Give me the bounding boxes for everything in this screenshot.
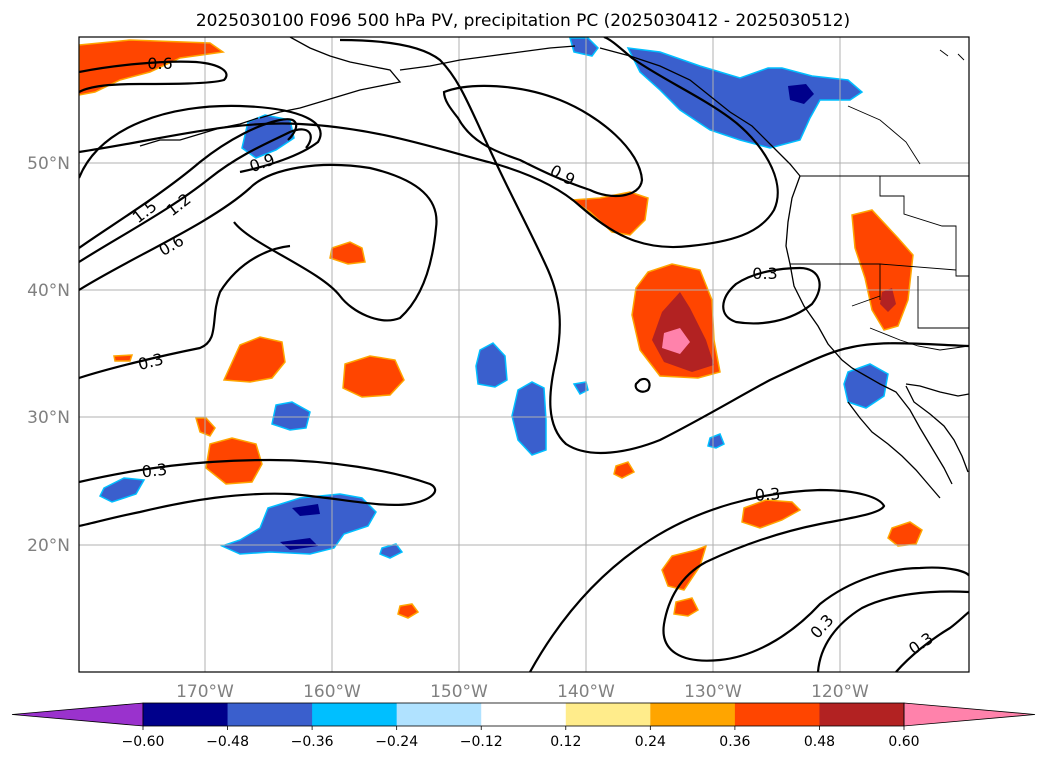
precip-neg-bc-core [788,84,814,104]
contour-0.6-northwest [79,60,228,93]
precip-area-sierra-core [880,288,896,312]
precip-area-l [113,354,134,362]
contour-label: 0.6 [147,54,172,73]
lat-label: 40°N [27,281,70,301]
contour-1.5 [79,118,298,249]
precip-neg-f [271,401,311,431]
precip-area-k [397,603,420,619]
precip-neg-socal [843,363,889,409]
colorbar-segment [227,703,313,726]
latitude-labels: 50°N 40°N 30°N 20°N [27,154,70,556]
precip-area-h [887,521,923,547]
map-panel: 0.6 0.9 1.5 1.2 0.6 0.9 0.3 0.3 0.3 0.3 … [79,37,969,672]
lat-label: 50°N [27,154,70,174]
map-title: 2025030100 F096 500 hPa PV, precipitatio… [196,11,850,31]
colorbar-segment [143,703,229,726]
precip-neg-bc-coast [626,47,864,149]
colorbar-extend-min [11,702,144,727]
precip-area-central-peak [662,328,690,354]
contour-0.3-loop-right [722,266,821,325]
colorbar-tick-label: −0.24 [375,734,418,750]
contour-label: 0.3 [752,264,777,283]
contour-0.3-meander [339,38,969,454]
precip-area-c [342,355,405,398]
map-frame [78,36,970,673]
colorbar-extend-max [903,702,1036,727]
lon-label: 160°W [303,682,361,702]
longitude-labels: 170°W 160°W 150°W 140°W 130°W 120°W [176,682,869,702]
colorbar-tick-label: 0.48 [804,734,835,750]
lon-label: 130°W [684,682,742,702]
precip-neg-e [707,433,725,449]
contour-label: 0.3 [141,460,168,482]
lon-label: 150°W [430,682,488,702]
contour-0.6-inner [79,163,438,322]
gridlines [79,37,969,672]
colorbar-tick-label: −0.60 [122,734,165,750]
colorbar: −0.60 −0.48 −0.36 −0.24 −0.12 0.12 0.24 0.36 0.4… [11,702,1036,750]
lat-label: 30°N [27,408,70,428]
colorbar-segment [565,703,651,726]
negative-precip-areas [98,37,889,559]
colorbar-tick-label: 0.24 [635,734,666,750]
precip-neg-g [98,477,146,503]
precip-area-central-core [652,292,714,372]
contour-0.9-big [442,84,644,197]
precip-area-sierra [851,209,914,331]
colorbar-segment [650,703,736,726]
colorbar-tick-label: 0.60 [888,734,919,750]
contour-label: 0.3 [754,484,781,505]
colorbar-tick-label: −0.12 [460,734,503,750]
contour-0.9-outer [79,37,779,249]
lon-label: 120°W [811,682,869,702]
positive-precip-areas [79,39,923,619]
colorbar-segment [481,703,567,726]
contour-0.3-corner [895,611,969,672]
precip-area-j [673,597,699,617]
contour-1.2 [79,128,312,263]
colorbar-segment [312,703,398,726]
precip-neg-b [475,342,508,388]
state-borders [790,49,969,351]
colorbar-tick-label: 0.12 [550,734,581,750]
precip-neg-c [511,381,547,456]
precip-area-a [329,241,366,265]
precip-area-i [661,544,708,591]
lat-label: 20°N [27,536,70,556]
precip-area-g [741,499,802,529]
colorbar-tick-label: −0.48 [206,734,249,750]
colorbar-segment [396,703,482,726]
precip-area-northwest-corner [79,39,226,96]
pv-contours [79,37,969,672]
contour-0.3-mid [79,458,437,528]
precip-neg-d [572,381,589,395]
contour-0.9-loop [79,104,322,179]
colorbar-ticks: −0.60 −0.48 −0.36 −0.24 −0.12 0.12 0.24 0.36 0.4… [122,726,920,750]
precip-neg-hawaii-core [280,504,320,550]
contour-0.3-lower-right [529,488,969,672]
colorbar-segment [734,703,820,726]
colorbar-tick-label: −0.36 [291,734,334,750]
contour-0.3-bottom-right [816,590,969,672]
colorbar-segment [819,703,905,726]
precip-neg-hawaii [219,493,377,555]
precip-neg-alaska [569,37,599,57]
colorbar-tick-label: 0.36 [719,734,750,750]
lon-label: 140°W [557,682,615,702]
precip-area-b [222,336,286,383]
contour-0.3-main-north [79,244,291,380]
colorbar-segments [11,702,1036,727]
precip-area-f [613,461,636,479]
contour-0.3-small [634,377,651,393]
colorbar-outline [142,702,905,727]
coastlines [139,37,969,499]
lon-label: 170°W [176,682,234,702]
